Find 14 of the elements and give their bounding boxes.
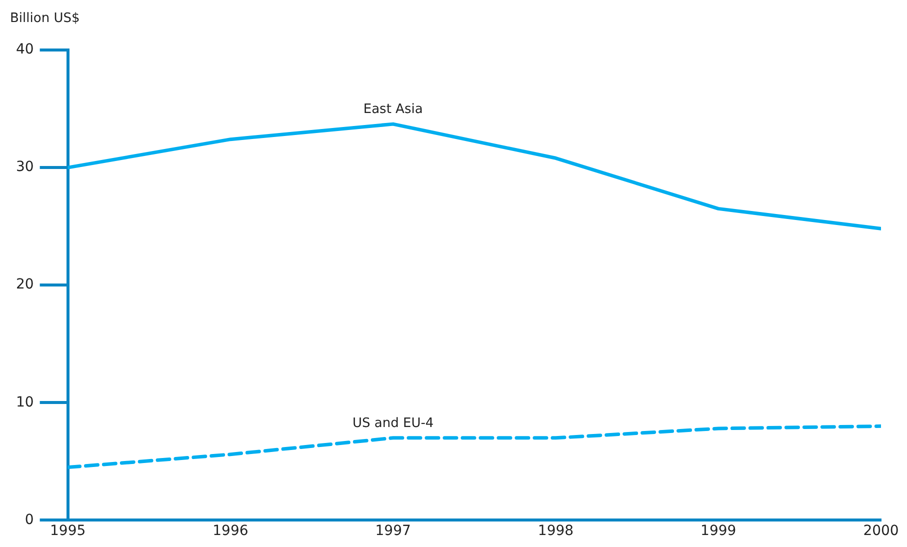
y-tick-label: 30 — [16, 159, 34, 176]
y-axis-title: Billion US$ — [10, 10, 80, 26]
x-tick-label: 1996 — [212, 523, 248, 540]
y-tick-label: 20 — [16, 276, 34, 293]
x-tick-label: 1998 — [538, 523, 574, 540]
x-tick-label: 2000 — [863, 523, 899, 540]
y-tick-label: 10 — [16, 394, 34, 410]
series-label: East Asia — [363, 102, 423, 117]
y-tick-label: 40 — [16, 42, 34, 58]
x-tick-label: 1997 — [375, 523, 411, 540]
series-label: US and EU-4 — [352, 416, 434, 431]
y-tick-label: 0 — [24, 512, 34, 528]
x-tick-label: 1999 — [700, 523, 736, 540]
x-tick-label: 1995 — [50, 523, 86, 540]
